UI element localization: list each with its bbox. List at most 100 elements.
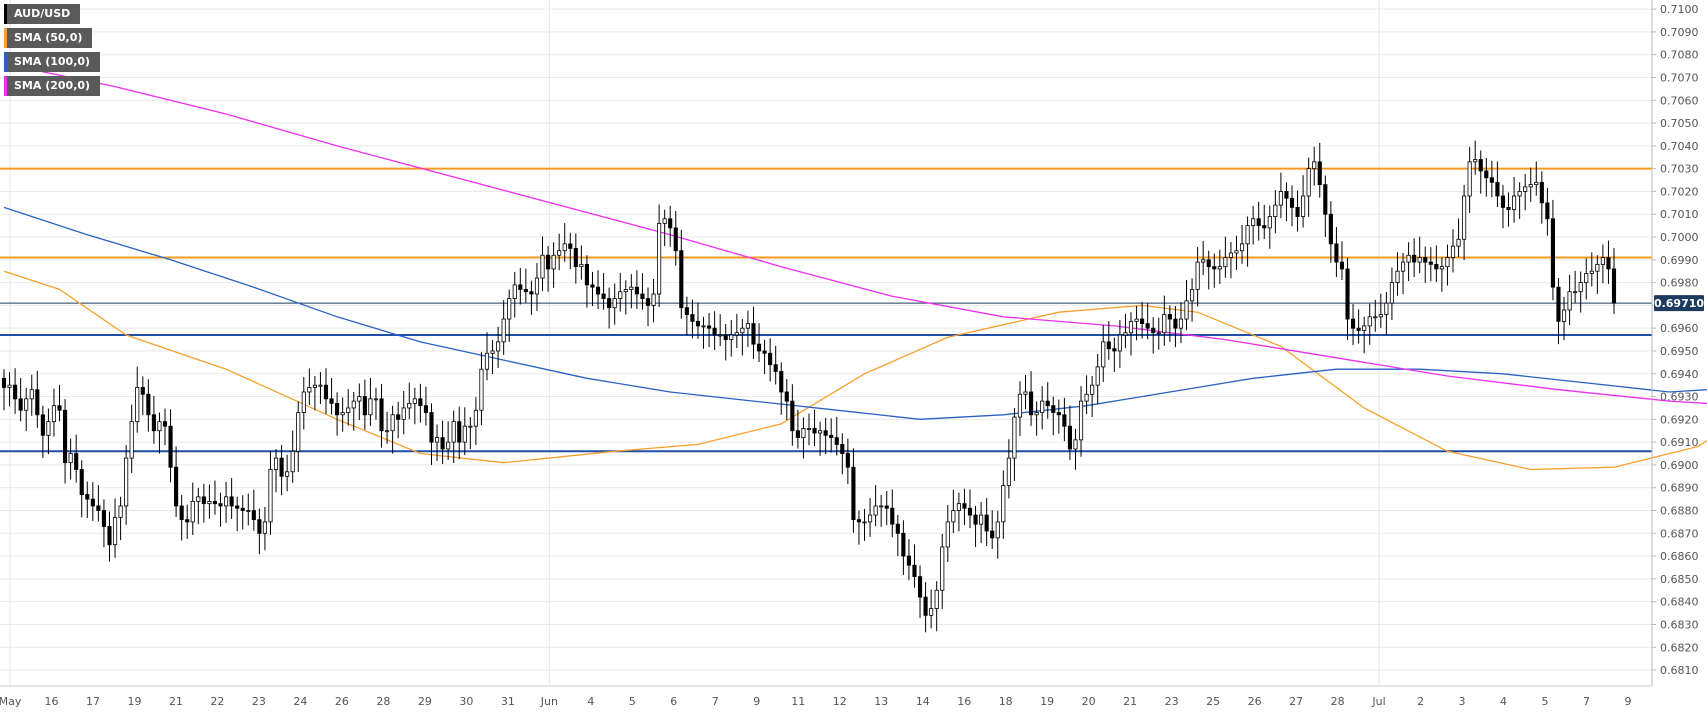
candle-body-up: [1450, 245, 1456, 258]
candle-body-down: [79, 469, 84, 495]
x-tick-label: 17: [86, 695, 100, 708]
y-tick-label: 0.6940: [1660, 368, 1699, 381]
legend-item-audusd[interactable]: AUD/USD: [4, 4, 81, 24]
candle-body-down: [1423, 257, 1428, 263]
candle-body-down: [823, 430, 828, 436]
candle-body-down: [107, 526, 112, 546]
candle-body-up: [1278, 191, 1283, 206]
candle-body-up: [468, 425, 473, 428]
candle-body-down: [13, 384, 18, 400]
candle-body-up: [1389, 282, 1395, 304]
legend-item-sma200[interactable]: SMA (200,0): [4, 76, 101, 96]
y-tick-label: 0.7080: [1660, 49, 1699, 62]
candle-body-up: [401, 407, 406, 420]
candle-body-down: [379, 398, 384, 432]
candle-body-up: [1134, 318, 1139, 322]
candle-body-up: [301, 391, 306, 413]
candle-body-up: [68, 453, 73, 464]
candle-body-up: [1395, 270, 1400, 284]
x-tick-label: 5: [1542, 695, 1549, 708]
candle-body-down: [1051, 405, 1056, 413]
candle-body-up: [340, 412, 345, 416]
candle-body-down: [668, 218, 673, 229]
candle-body-up: [979, 514, 984, 525]
candle-body-up: [412, 398, 417, 404]
candle-body-down: [601, 293, 606, 299]
candle-body-down: [1, 377, 7, 388]
candle-body-up: [1006, 457, 1011, 486]
candle-body-up: [1600, 257, 1605, 265]
candle-body-up: [1178, 318, 1184, 329]
candle-body-down: [90, 498, 95, 507]
y-tick-label: 0.6900: [1660, 459, 1699, 472]
price-badge: [1654, 295, 1704, 312]
candle-body-up: [1584, 273, 1589, 284]
candle-body-up: [734, 332, 739, 336]
x-tick-label: 2: [1417, 695, 1424, 708]
candle-body-up: [29, 389, 34, 400]
y-tick-label: 0.6910: [1660, 436, 1699, 449]
y-tick-label: 0.6870: [1660, 527, 1699, 540]
candle-body-up: [368, 398, 373, 416]
candle-body-up: [1223, 257, 1228, 268]
candle-body-up: [1301, 195, 1306, 217]
candle-body-down: [673, 227, 678, 252]
candle-body-down: [690, 314, 695, 322]
candle-body-down: [229, 496, 234, 507]
y-tick-label: 0.6830: [1660, 618, 1699, 631]
candles: [1, 140, 1617, 633]
candle-body-down: [707, 325, 712, 329]
legend-item-sma50[interactable]: SMA (50,0): [4, 28, 93, 48]
candle-body-down: [684, 307, 689, 315]
x-tick-label: 11: [791, 695, 805, 708]
candle-body-down: [645, 298, 651, 306]
legend-swatch: [4, 28, 7, 48]
candle-body-down: [1106, 341, 1111, 350]
y-tick-label: 0.6820: [1660, 641, 1699, 654]
candle-body-down: [151, 414, 156, 432]
candle-body-up: [157, 421, 162, 432]
candle-body-up: [1095, 366, 1100, 386]
candle-body-up: [862, 521, 867, 524]
candle-body-down: [1167, 314, 1172, 320]
x-tick-label: 7: [712, 695, 719, 708]
x-tick-label: May: [0, 695, 22, 708]
candle-body-up: [534, 277, 540, 295]
legend-item-sma100[interactable]: SMA (100,0): [4, 52, 101, 72]
candle-body-down: [101, 510, 106, 527]
candle-body-down: [962, 503, 967, 509]
candle-body-up: [729, 334, 734, 340]
candle-body-up: [995, 521, 1000, 539]
x-tick-label: 16: [957, 695, 971, 708]
candle-body-down: [1351, 318, 1356, 329]
candle-body-up: [1378, 314, 1383, 318]
candle-body-up: [873, 505, 878, 516]
x-tick-label: 26: [1248, 695, 1262, 708]
candle-body-up: [651, 293, 656, 306]
candle-body-down: [529, 291, 534, 295]
candle-body-down: [1339, 261, 1345, 270]
candle-body-up: [1190, 289, 1195, 302]
candle-body-down: [257, 519, 262, 534]
candle-body-up: [1267, 216, 1272, 229]
candle-body-up: [496, 341, 501, 352]
candle-body-up: [1273, 204, 1278, 217]
candle-body-up: [1528, 184, 1533, 188]
candle-body-down: [1323, 184, 1328, 215]
candle-body-down: [279, 457, 284, 477]
candle-body-up: [1234, 250, 1239, 254]
candle-body-up: [490, 350, 495, 354]
candle-body-up: [112, 516, 118, 546]
x-tick-label: 18: [999, 695, 1013, 708]
candle-body-up: [551, 254, 556, 270]
candle-body-down: [1356, 327, 1361, 331]
candle-body-up: [1034, 412, 1039, 416]
candle-body-up: [1128, 320, 1134, 334]
candle-body-up: [951, 510, 956, 523]
candle-body-up: [557, 250, 562, 256]
y-tick-label: 0.6890: [1660, 482, 1699, 495]
candle-body-down: [595, 286, 601, 295]
x-tick-label: Jul: [1371, 695, 1385, 708]
candle-body-up: [307, 387, 312, 393]
candle-body-down: [1345, 268, 1350, 320]
